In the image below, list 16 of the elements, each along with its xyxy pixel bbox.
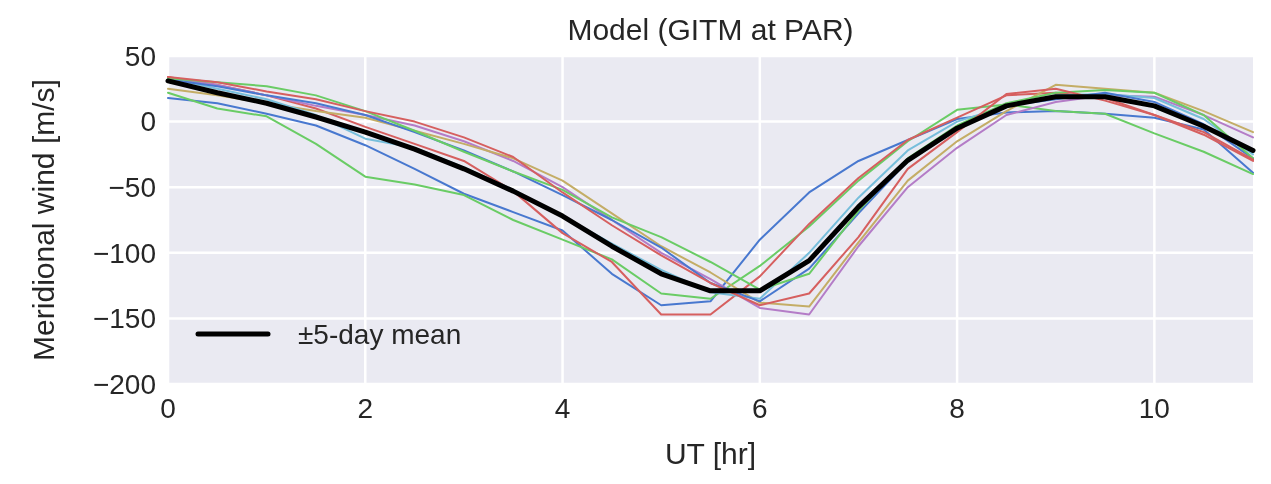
chart-title: Model (GITM at PAR) bbox=[567, 13, 854, 46]
x-tick-label: 2 bbox=[357, 393, 374, 424]
x-tick-label: 0 bbox=[160, 393, 176, 424]
x-tick-label: 4 bbox=[554, 393, 571, 424]
y-tick-label: −150 bbox=[92, 303, 156, 335]
y-tick-label: 50 bbox=[124, 40, 156, 72]
x-tick-label: 6 bbox=[752, 393, 768, 424]
legend-label: ±5-day mean bbox=[298, 318, 462, 350]
y-tick-label: 0 bbox=[140, 106, 156, 138]
x-tick-label: 10 bbox=[1138, 393, 1170, 424]
y-tick-label: −50 bbox=[108, 172, 156, 203]
x-tick-label: 8 bbox=[949, 393, 965, 424]
x-axis-title: UT [hr] bbox=[664, 437, 757, 470]
y-tick-label: −200 bbox=[92, 368, 156, 400]
y-axis-title: Meridional wind [m/s] bbox=[27, 79, 60, 361]
y-tick-label: −100 bbox=[92, 237, 156, 269]
